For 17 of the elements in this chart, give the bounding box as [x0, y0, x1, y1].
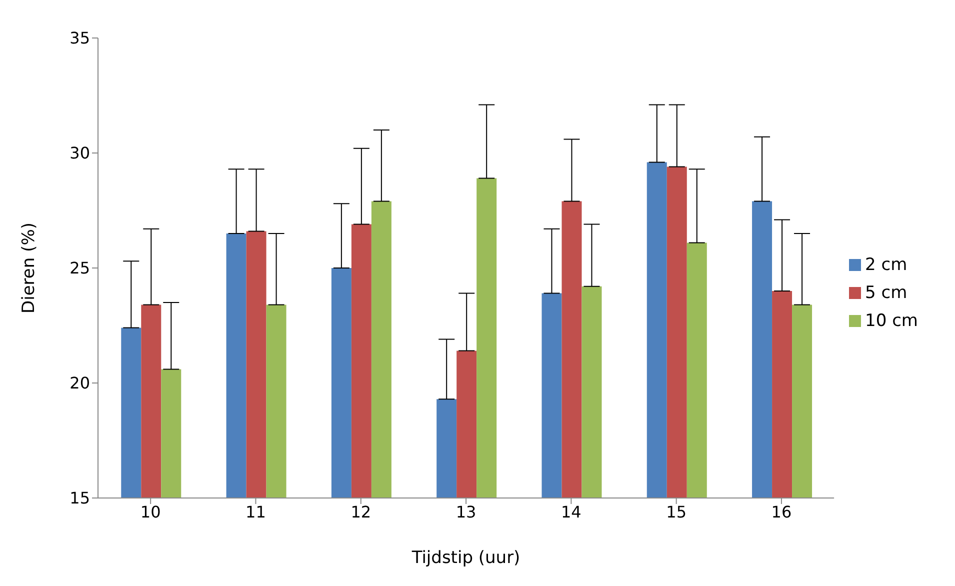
legend-label: 10 cm: [865, 311, 918, 331]
x-tick-label: 15: [666, 502, 686, 522]
x-tick-label: 13: [456, 502, 476, 522]
y-tick-label: 35: [70, 28, 90, 48]
y-tick-label: 25: [70, 258, 90, 278]
x-tick-label: 10: [140, 502, 161, 522]
x-tick-label: 11: [246, 502, 266, 522]
legend-label: 2 cm: [865, 255, 908, 275]
legend-label: 5 cm: [865, 283, 908, 303]
y-tick-label: 20: [70, 374, 90, 393]
y-axis-title: Dieren (%): [19, 222, 40, 314]
x-tick-label: 16: [771, 502, 792, 522]
y-tick-label: 30: [70, 144, 90, 163]
x-axis-title: Tijdstip (uur): [410, 548, 520, 568]
x-tick-label: 12: [350, 502, 372, 522]
y-tick-label: 15: [70, 488, 90, 508]
x-tick-label: 14: [560, 502, 582, 522]
